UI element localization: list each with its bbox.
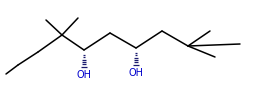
Text: OH: OH [76, 70, 92, 80]
Text: OH: OH [129, 68, 144, 78]
